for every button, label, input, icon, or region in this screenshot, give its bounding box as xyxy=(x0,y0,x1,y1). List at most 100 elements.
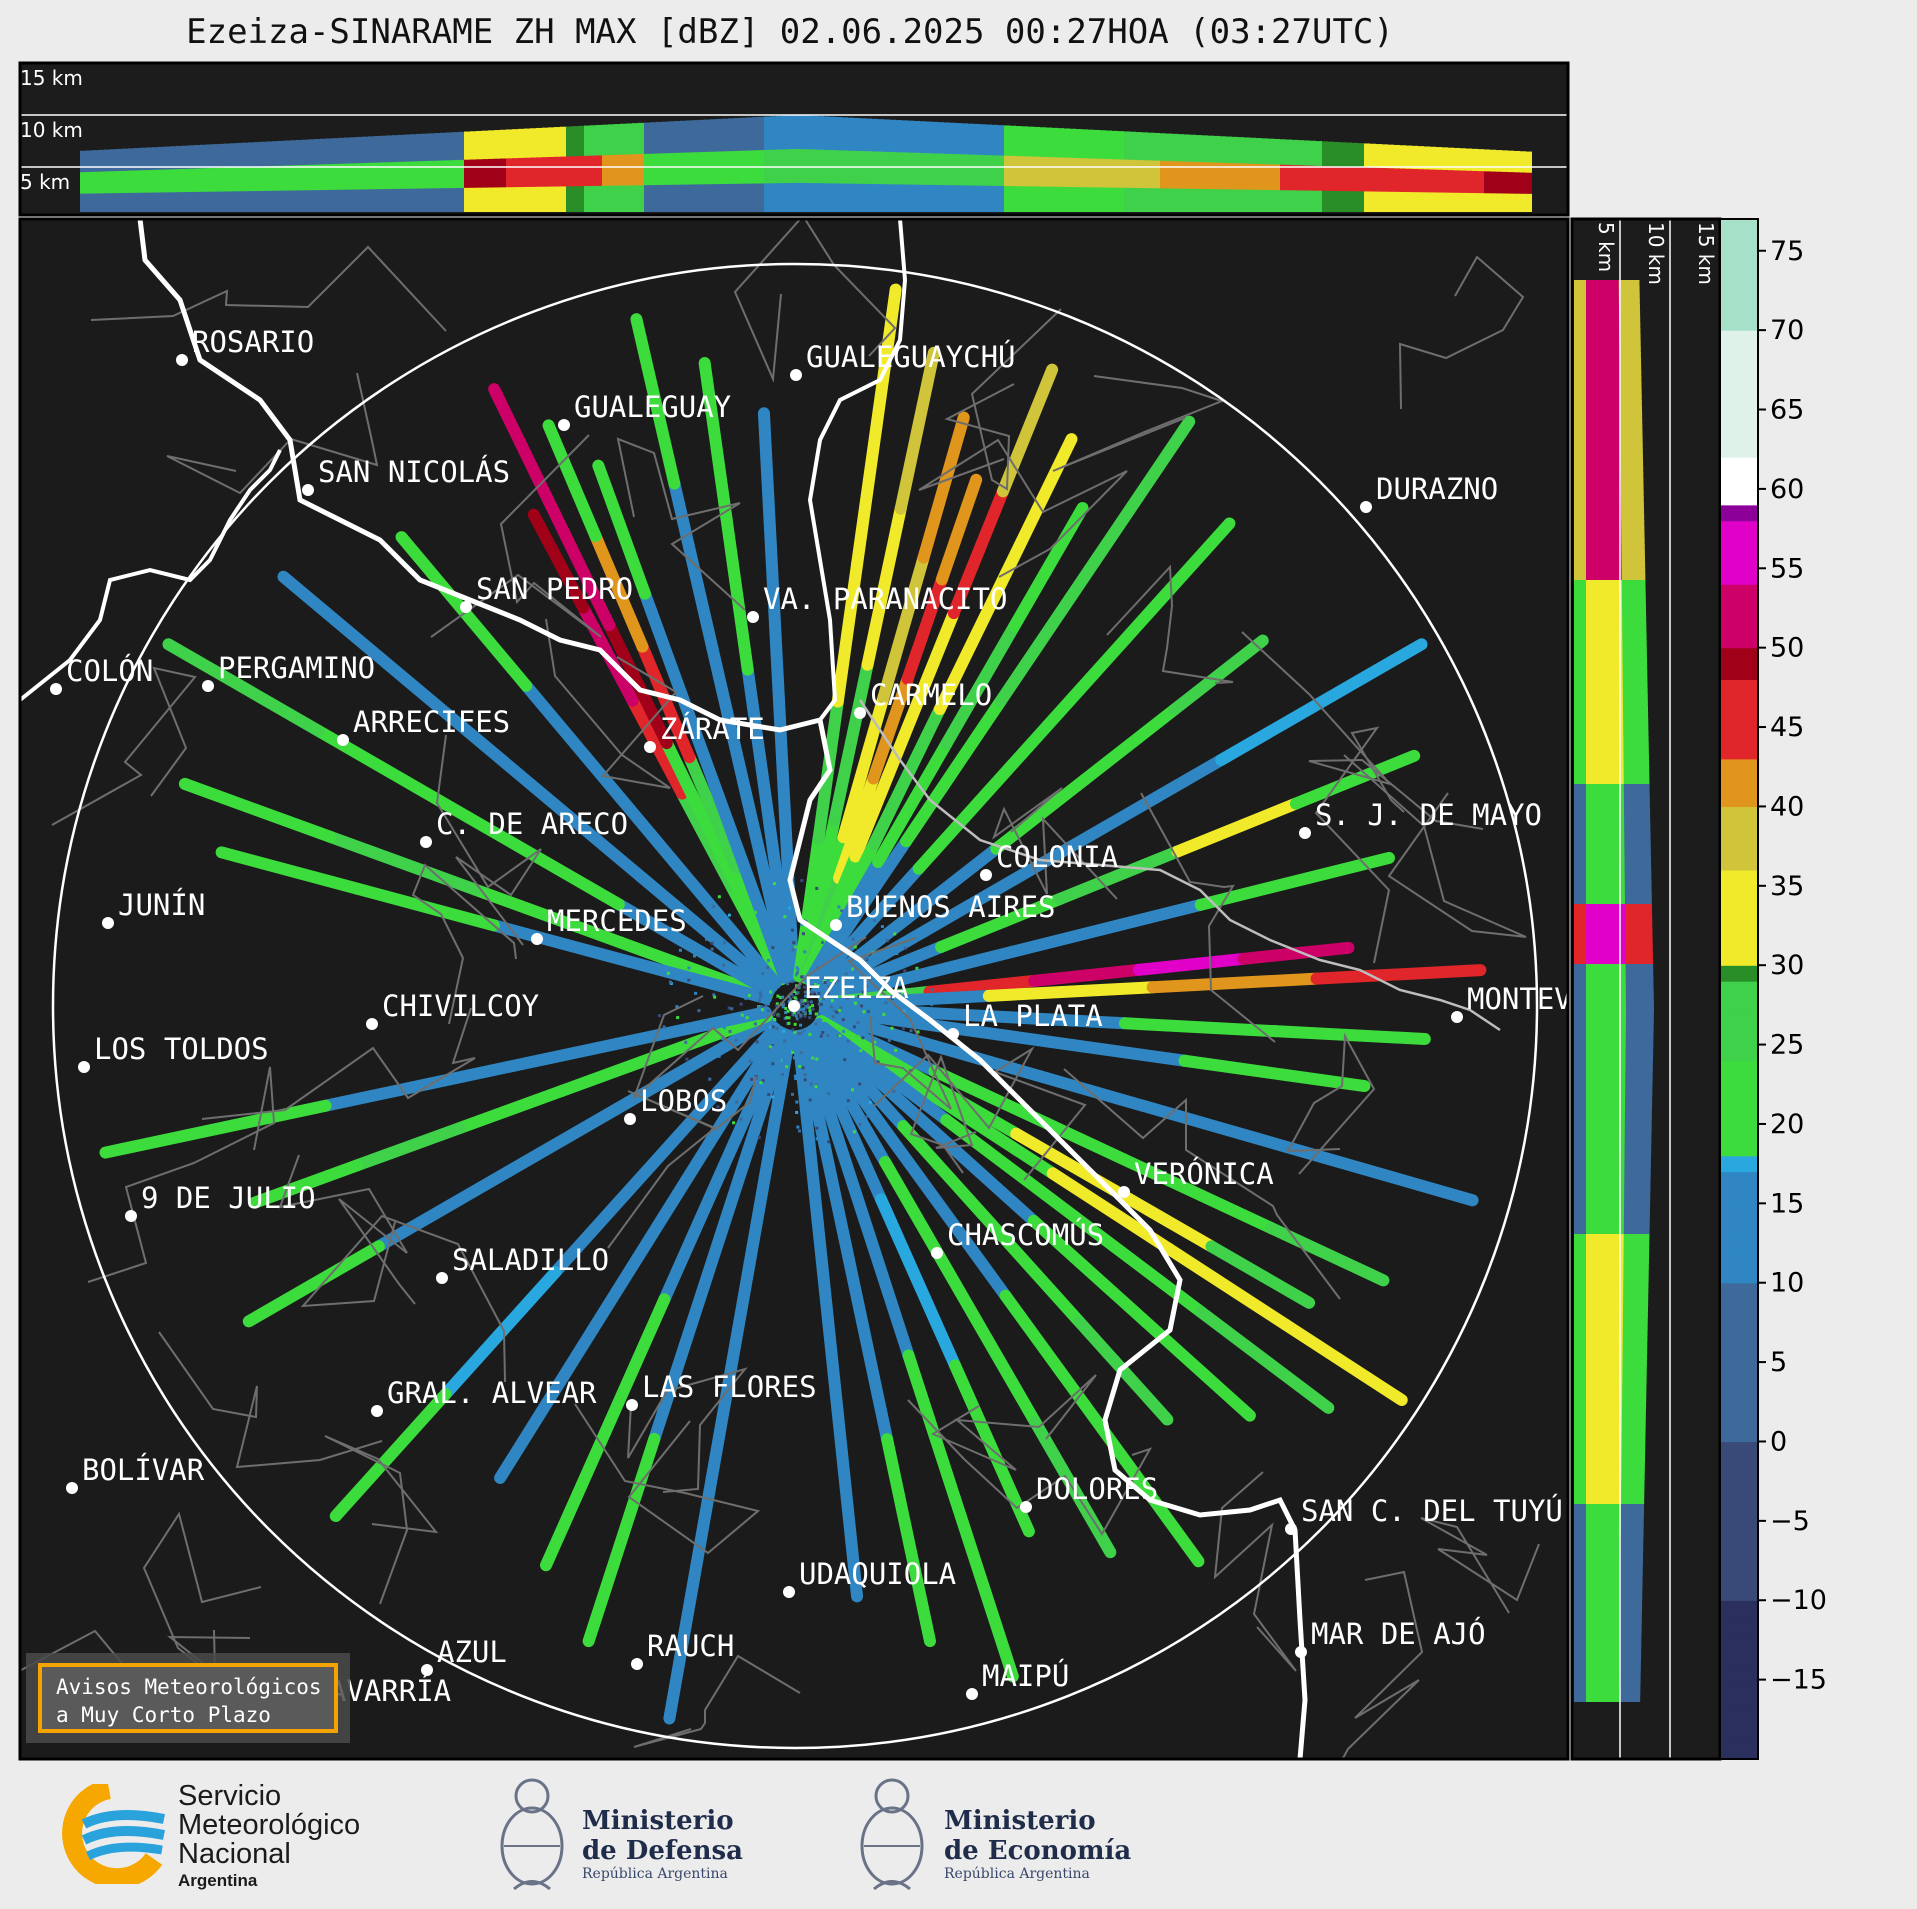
city-dot xyxy=(125,1210,137,1222)
city-marker[interactable]: 9 DE JULIO xyxy=(125,1181,316,1222)
side-xsection-core xyxy=(1586,1408,1622,1414)
clutter-pixel xyxy=(790,979,794,983)
side-xsection-core xyxy=(1586,994,1626,1000)
clutter-pixel xyxy=(771,1045,775,1049)
city-marker[interactable]: MERCEDES xyxy=(531,904,687,945)
city-marker[interactable]: COLÓN xyxy=(50,654,153,695)
colorbar-band xyxy=(1720,981,1758,998)
boundary-line xyxy=(278,1154,416,1305)
city-marker[interactable]: VA. PARANACITO xyxy=(747,582,1007,623)
radar-echo-segment xyxy=(1118,1017,1281,1038)
city-marker[interactable]: DURAZNO xyxy=(1360,472,1498,513)
side-xsection-core xyxy=(1586,1162,1625,1168)
city-marker[interactable]: LA PLATA xyxy=(947,999,1103,1040)
clutter-pixel xyxy=(817,1002,821,1006)
city-marker[interactable]: LOBOS xyxy=(624,1084,727,1125)
city-marker[interactable]: GRAL. ALVEAR xyxy=(371,1376,597,1417)
xsection-core xyxy=(542,157,548,187)
warning-link[interactable]: Avisos Meteorológicos a Muy Corto Plazo xyxy=(38,1663,338,1733)
city-marker[interactable]: COLONIA xyxy=(980,840,1118,881)
city-marker[interactable]: DOLORES xyxy=(1020,1472,1158,1513)
city-marker[interactable]: CHASCOMÚS xyxy=(931,1218,1104,1259)
city-marker[interactable]: SAN NICOLÁS xyxy=(302,455,510,496)
clutter-pixel xyxy=(783,1016,787,1020)
side-xsection-core xyxy=(1586,808,1625,814)
clutter-pixel xyxy=(823,1059,827,1063)
radar-echo-segment xyxy=(720,510,754,676)
clutter-pixel xyxy=(812,994,816,998)
xsection-core xyxy=(884,151,890,185)
side-xsection-core xyxy=(1586,430,1621,436)
city-marker[interactable]: PERGAMINO xyxy=(202,651,375,692)
city-marker[interactable]: EZEIZA xyxy=(788,971,909,1012)
xsection-core xyxy=(1268,164,1274,190)
city-marker[interactable]: MONTEVIDEO xyxy=(1451,982,1642,1023)
city-dot xyxy=(436,1272,448,1284)
xsection-core xyxy=(668,153,674,185)
city-marker[interactable]: RAUCH xyxy=(631,1629,734,1670)
city-marker[interactable]: ROSARIO xyxy=(176,325,314,366)
boundary-line xyxy=(909,1054,977,1174)
city-marker[interactable]: BOLÍVAR xyxy=(66,1453,205,1494)
city-marker[interactable]: CHIVILCOY xyxy=(366,989,539,1030)
clutter-pixel xyxy=(666,971,670,975)
city-marker[interactable]: VERÓNICA xyxy=(1118,1157,1274,1198)
xsection-core xyxy=(602,155,608,186)
city-label: DOLORES xyxy=(1036,1472,1158,1506)
clutter-pixel xyxy=(783,1039,787,1043)
city-marker[interactable]: S. J. DE MAYO xyxy=(1299,798,1542,839)
city-marker[interactable]: JUNÍN xyxy=(102,888,205,929)
radar-map[interactable]: ROSARIO GUALEGUAYCHÚ GUALEGUAY SAN NICOLÁS D… xyxy=(6,216,1642,1791)
clutter-pixel xyxy=(882,1012,886,1016)
side-xsection-core xyxy=(1586,1078,1626,1084)
city-marker[interactable]: SAN PEDRO xyxy=(460,572,633,613)
city-marker[interactable]: LAS FLORES xyxy=(626,1370,817,1411)
city-label: DURAZNO xyxy=(1376,472,1498,506)
clutter-pixel xyxy=(898,990,902,994)
xsection-core xyxy=(1046,157,1052,187)
xsection-core xyxy=(398,161,404,189)
boundary-line xyxy=(324,1435,439,1605)
city-marker[interactable]: MAIPÚ xyxy=(966,1659,1069,1700)
side-xsection-core xyxy=(1586,868,1625,874)
colorbar-band xyxy=(1720,1123,1758,1141)
xsection-core xyxy=(1208,162,1214,190)
radar-echo-segment xyxy=(351,882,500,932)
city-marker[interactable]: ARRECIFES xyxy=(337,705,510,746)
city-marker[interactable]: GUALEGUAY xyxy=(558,390,731,431)
city-marker[interactable]: SAN C. DEL TUYÚ xyxy=(1285,1494,1563,1535)
city-marker[interactable]: LOS TOLDOS xyxy=(78,1032,269,1073)
city-marker[interactable]: SALADILLO xyxy=(436,1243,609,1284)
clutter-pixel xyxy=(761,1079,765,1083)
side-xsection-core xyxy=(1586,1330,1623,1336)
clutter-pixel xyxy=(792,990,796,994)
city-marker[interactable]: AZUL xyxy=(421,1635,507,1676)
xsection-core xyxy=(1526,172,1532,194)
clutter-pixel xyxy=(851,937,855,941)
side-xsection-core xyxy=(1586,682,1623,688)
city-dot xyxy=(626,1399,638,1411)
xsection-core xyxy=(374,162,380,190)
city-marker[interactable]: GUALEGUAYCHÚ xyxy=(790,340,1016,381)
xsection-core xyxy=(470,159,476,188)
city-marker[interactable]: CARMELO xyxy=(854,678,992,719)
side-xsection-core xyxy=(1586,1240,1624,1246)
side-xsection-core xyxy=(1586,1390,1623,1396)
clutter-pixel xyxy=(901,1026,905,1030)
clutter-pixel xyxy=(788,906,792,910)
city-marker[interactable]: BUENOS AIRES xyxy=(830,890,1056,931)
city-marker[interactable]: UDAQUIOLA xyxy=(783,1557,956,1598)
xsection-core xyxy=(1166,161,1172,189)
city-marker[interactable]: ZÁRATE xyxy=(644,712,765,753)
city-marker[interactable]: MAR DE AJÓ xyxy=(1295,1617,1486,1658)
side-xsection-core xyxy=(1586,838,1625,844)
xsection-core xyxy=(572,156,578,187)
city-marker[interactable]: C. DE ARECO xyxy=(420,807,628,848)
radar-echo-segment xyxy=(162,638,325,737)
clutter-pixel xyxy=(800,998,804,1002)
colorbar-tick-label: 50 xyxy=(1770,633,1804,664)
clutter-pixel xyxy=(755,982,759,986)
colorbar-band xyxy=(1720,1552,1758,1570)
side-xsection-core xyxy=(1586,670,1623,676)
